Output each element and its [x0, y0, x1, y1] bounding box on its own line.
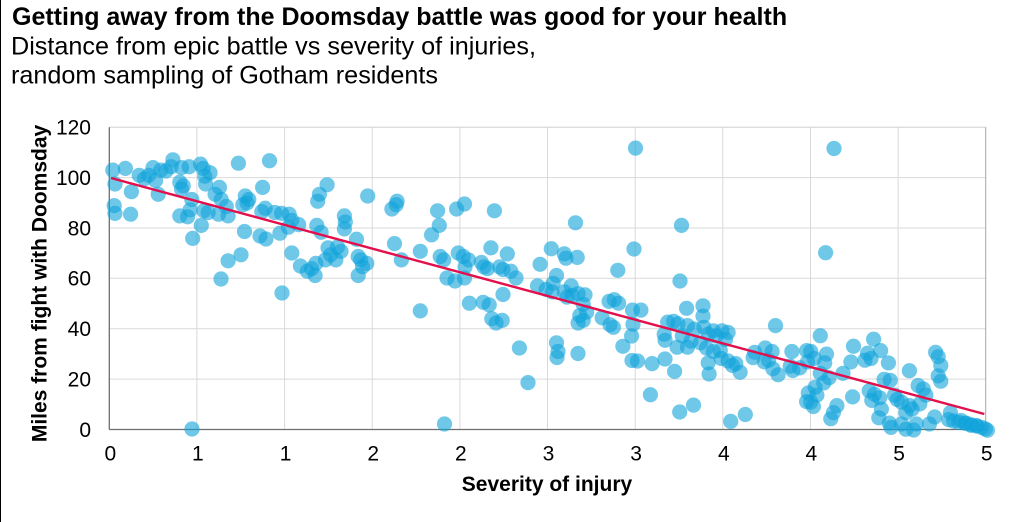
- svg-text:Severity of injury: Severity of injury: [462, 473, 633, 496]
- svg-text:80: 80: [68, 217, 91, 240]
- svg-text:Distance from epic battle vs s: Distance from epic battle vs severity of…: [11, 32, 536, 60]
- svg-text:4: 4: [718, 442, 730, 465]
- svg-text:Miles from fight with Doomsday: Miles from fight with Doomsday: [28, 125, 51, 443]
- svg-text:Getting away from the Doomsday: Getting away from the Doomsday battle wa…: [12, 3, 787, 31]
- svg-text:5: 5: [981, 442, 993, 465]
- svg-text:0: 0: [104, 442, 116, 465]
- svg-text:5: 5: [893, 442, 905, 465]
- svg-text:4: 4: [806, 442, 818, 465]
- svg-text:60: 60: [68, 268, 91, 291]
- svg-text:100: 100: [56, 167, 91, 190]
- svg-text:0: 0: [79, 419, 91, 442]
- svg-text:3: 3: [543, 442, 555, 465]
- svg-text:2: 2: [367, 442, 379, 465]
- svg-text:2: 2: [455, 442, 467, 465]
- svg-text:1: 1: [280, 442, 292, 465]
- svg-text:120: 120: [56, 117, 91, 140]
- svg-text:1: 1: [192, 442, 204, 465]
- svg-text:40: 40: [68, 318, 91, 341]
- svg-text:3: 3: [630, 442, 642, 465]
- svg-text:random sampling of Gotham resi: random sampling of Gotham residents: [11, 62, 438, 90]
- svg-text:20: 20: [68, 368, 91, 391]
